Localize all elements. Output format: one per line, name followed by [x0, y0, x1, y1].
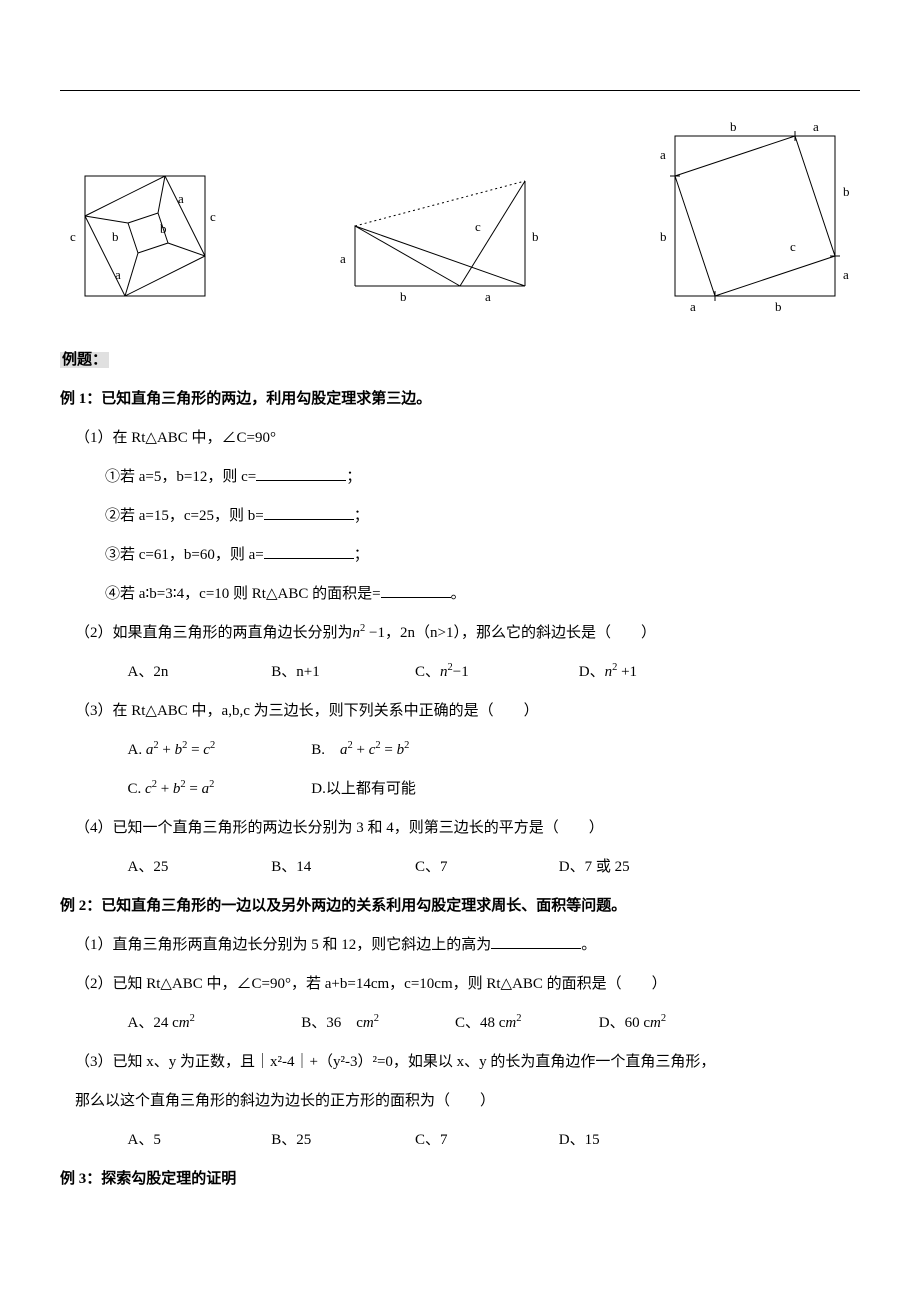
- figure-1-svg: c c b b a a: [60, 161, 230, 311]
- ex1-p4-opts: A、25 B、14 C、7 D、7 或 25: [60, 848, 860, 887]
- blank: [264, 504, 354, 520]
- svg-text:b: b: [532, 229, 539, 244]
- blank: [264, 543, 354, 559]
- svg-text:c: c: [70, 229, 76, 244]
- opt-b: B、36 cm2: [301, 1004, 451, 1043]
- opt-b: B、14: [271, 848, 411, 887]
- punct: ；: [354, 508, 369, 524]
- header-rule: [60, 90, 860, 91]
- svg-text:b: b: [400, 289, 407, 304]
- ex1-p2-opts: A、2n B、n+1 C、n2−1 D、n2 +1: [60, 653, 860, 692]
- ex2-p1-text: （1）直角三角形两直角边长分别为 5 和 12，则它斜边上的高为: [75, 937, 491, 953]
- opt-a: A、5: [128, 1121, 268, 1160]
- punct: ；: [354, 547, 369, 563]
- svg-text:a: a: [813, 121, 819, 134]
- figure-3-svg: b a b a b a b a c: [650, 121, 860, 311]
- opt-a: A、24 cm2: [128, 1004, 298, 1043]
- opt-a: A. a2 + b2 = c2: [128, 731, 308, 770]
- page: c c b b a a: [0, 0, 920, 1239]
- svg-text:c: c: [475, 219, 481, 234]
- ex1-p1-a-text: ①若 a=5，b=12，则 c=: [105, 469, 256, 485]
- ex2-title: 例 2：已知直角三角形的一边以及另外两边的关系利用勾股定理求周长、面积等问题。: [60, 887, 860, 926]
- ex1-title: 例 1：已知直角三角形的两边，利用勾股定理求第三边。: [60, 380, 860, 419]
- ex1-p1-d-text: ④若 a∶b=3∶4，c=10 则 Rt△ABC 的面积是=: [105, 586, 381, 602]
- ex1-p2-pre: （2）如果直角三角形的两直角边长分别为: [75, 625, 353, 641]
- blank: [256, 465, 346, 481]
- opt-d: D、15: [559, 1121, 600, 1160]
- ex1-p2: （2）如果直角三角形的两直角边长分别为n2 −1，2n（n>1），那么它的斜边长…: [60, 614, 860, 653]
- ex1-p4: （4）已知一个直角三角形的两边长分别为 3 和 4，则第三边长的平方是（ ）: [60, 809, 860, 848]
- ex2-p3-opts: A、5 B、25 C、7 D、15: [60, 1121, 860, 1160]
- ex3-title: 例 3：探索勾股定理的证明: [60, 1160, 860, 1199]
- figure-2: a a b b c: [325, 171, 555, 311]
- opt-c: C、7: [415, 848, 555, 887]
- svg-text:a: a: [690, 299, 696, 311]
- svg-text:a: a: [340, 251, 346, 266]
- opt-c: C、48 cm2: [455, 1004, 595, 1043]
- ex2-p3a: （3）已知 x、y 为正数，且｜x²-4｜+（y²-3）²=0，如果以 x、y …: [60, 1043, 860, 1082]
- opt-d: D、n2 +1: [579, 653, 637, 692]
- ex1-p3: （3）在 Rt△ABC 中，a,b,c 为三边长，则下列关系中正确的是（ ）: [60, 692, 860, 731]
- section-label-line: 例题：: [60, 341, 860, 380]
- ex1-p1-a: ①若 a=5，b=12，则 c= ；: [60, 458, 860, 497]
- svg-text:a: a: [178, 191, 184, 206]
- ex1-p1-intro: （1）在 Rt△ABC 中，∠C=90°: [60, 419, 860, 458]
- opt-d: D、60 cm2: [599, 1004, 666, 1043]
- opt-b: B. a2 + c2 = b2: [311, 731, 409, 770]
- opt-c: C、7: [415, 1121, 555, 1160]
- opt-b: B、25: [271, 1121, 411, 1160]
- svg-text:b: b: [660, 229, 667, 244]
- ex1-p3-opts-row2: C. c2 + b2 = a2 D.以上都有可能: [60, 770, 860, 809]
- opt-c: C. c2 + b2 = a2: [128, 770, 308, 809]
- svg-text:a: a: [843, 267, 849, 282]
- opt-a: A、25: [128, 848, 268, 887]
- svg-text:b: b: [112, 229, 119, 244]
- svg-text:a: a: [660, 147, 666, 162]
- ex1-p1-d: ④若 a∶b=3∶4，c=10 则 Rt△ABC 的面积是= 。: [60, 575, 860, 614]
- figure-2-svg: a a b b c: [325, 171, 555, 311]
- svg-text:b: b: [843, 184, 850, 199]
- opt-d: D、7 或 25: [559, 848, 630, 887]
- svg-text:c: c: [790, 239, 796, 254]
- opt-d: D.以上都有可能: [311, 770, 416, 809]
- ex1-p3-opts-row1: A. a2 + b2 = c2 B. a2 + c2 = b2: [60, 731, 860, 770]
- punct: 。: [581, 937, 596, 953]
- ex2-p1: （1）直角三角形两直角边长分别为 5 和 12，则它斜边上的高为 。: [60, 926, 860, 965]
- figure-3: b a b a b a b a c: [650, 121, 860, 311]
- punct: ；: [346, 469, 361, 485]
- opt-b: B、n+1: [271, 653, 411, 692]
- punct: 。: [451, 586, 466, 602]
- ex2-p2-opts: A、24 cm2 B、36 cm2 C、48 cm2 D、60 cm2: [60, 1004, 860, 1043]
- blank: [491, 933, 581, 949]
- svg-text:a: a: [485, 289, 491, 304]
- blank: [381, 582, 451, 598]
- ex1-p2-mid: ，2n（n>1），那么它的斜边长是（ ）: [385, 625, 656, 641]
- opt-c: C、n2−1: [415, 653, 575, 692]
- ex1-p1-c-text: ③若 c=61，b=60，则 a=: [105, 547, 264, 563]
- svg-text:a: a: [115, 267, 121, 282]
- ex2-p3b: 那么以这个直角三角形的斜边为边长的正方形的面积为（ ）: [60, 1082, 860, 1121]
- figure-1: c c b b a a: [60, 161, 230, 311]
- ex1-p1-c: ③若 c=61，b=60，则 a= ；: [60, 536, 860, 575]
- ex1-p1-b: ②若 a=15，c=25，则 b= ；: [60, 497, 860, 536]
- svg-text:b: b: [160, 221, 167, 236]
- svg-text:c: c: [210, 209, 216, 224]
- ex1-p1-b-text: ②若 a=15，c=25，则 b=: [105, 508, 264, 524]
- opt-a: A、2n: [128, 653, 268, 692]
- svg-text:b: b: [730, 121, 737, 134]
- section-label: 例题：: [60, 352, 109, 368]
- svg-text:b: b: [775, 299, 782, 311]
- ex2-p2: （2）已知 Rt△ABC 中，∠C=90°，若 a+b=14cm，c=10cm，…: [60, 965, 860, 1004]
- figures-row: c c b b a a: [60, 121, 860, 311]
